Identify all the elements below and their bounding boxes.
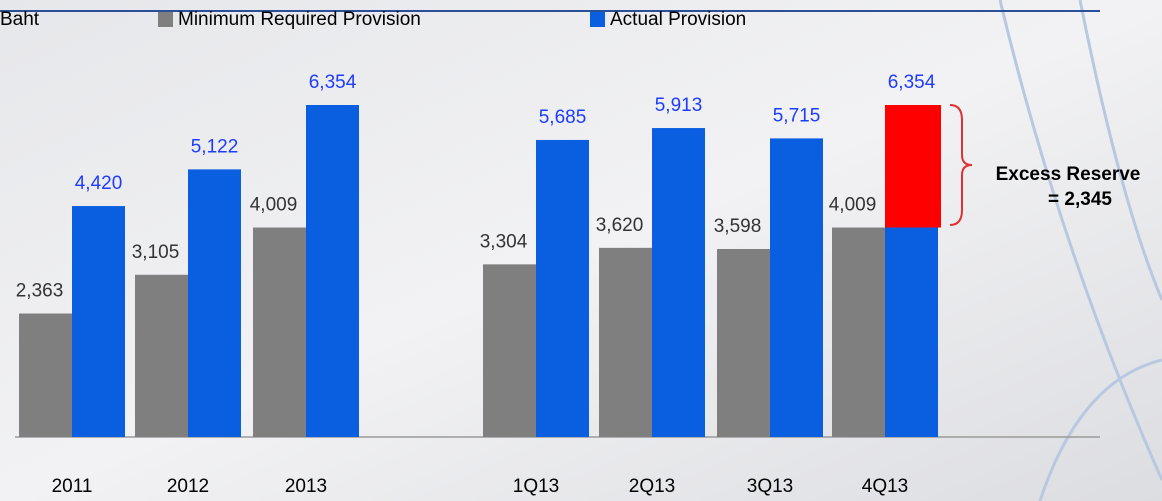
bar xyxy=(306,105,359,437)
value-label: 6,354 xyxy=(888,72,936,93)
bar xyxy=(717,249,770,437)
bar xyxy=(188,169,241,437)
value-label: 3,620 xyxy=(596,215,644,236)
x-tick-label: 1Q13 xyxy=(513,476,559,497)
annotation: = 2,345 xyxy=(1048,189,1112,210)
value-label: 4,009 xyxy=(250,195,298,216)
legend-swatch xyxy=(590,12,605,27)
x-tick-label: 2013 xyxy=(285,476,327,497)
x-tick-label: 4Q13 xyxy=(862,476,908,497)
value-label: 4,420 xyxy=(75,173,123,194)
value-label: 2,363 xyxy=(16,281,64,302)
value-label: 5,122 xyxy=(191,136,239,157)
value-label: 3,304 xyxy=(480,231,528,252)
legend-label: Actual Provision xyxy=(610,9,746,30)
bar xyxy=(599,247,652,437)
unit-label: Baht xyxy=(0,9,40,30)
value-label: 3,598 xyxy=(714,216,762,237)
x-tick-label: 2011 xyxy=(52,476,93,497)
bar xyxy=(770,138,823,437)
value-label: 5,685 xyxy=(539,107,587,128)
bar xyxy=(72,206,125,437)
brace xyxy=(949,104,973,226)
bar xyxy=(536,139,589,437)
excess-bar xyxy=(885,105,941,228)
bar xyxy=(483,264,536,437)
bar xyxy=(652,128,705,438)
annotation: Excess Reserve xyxy=(996,164,1141,185)
value-label: 3,105 xyxy=(132,242,180,263)
x-tick-label: 2012 xyxy=(167,476,209,497)
legend-swatch xyxy=(158,12,173,27)
value-label: 5,715 xyxy=(773,105,821,126)
legend-label: Minimum Required Provision xyxy=(178,9,421,30)
value-label: 6,354 xyxy=(309,72,357,93)
x-tick-label: 2Q13 xyxy=(629,476,675,497)
decoration xyxy=(998,0,1162,501)
bar xyxy=(253,227,306,437)
value-label: 5,913 xyxy=(655,95,703,116)
bar xyxy=(832,227,885,437)
bar xyxy=(135,274,188,437)
x-tick-label: 3Q13 xyxy=(747,476,793,497)
bar xyxy=(19,313,72,437)
value-label: 4,009 xyxy=(829,195,877,216)
